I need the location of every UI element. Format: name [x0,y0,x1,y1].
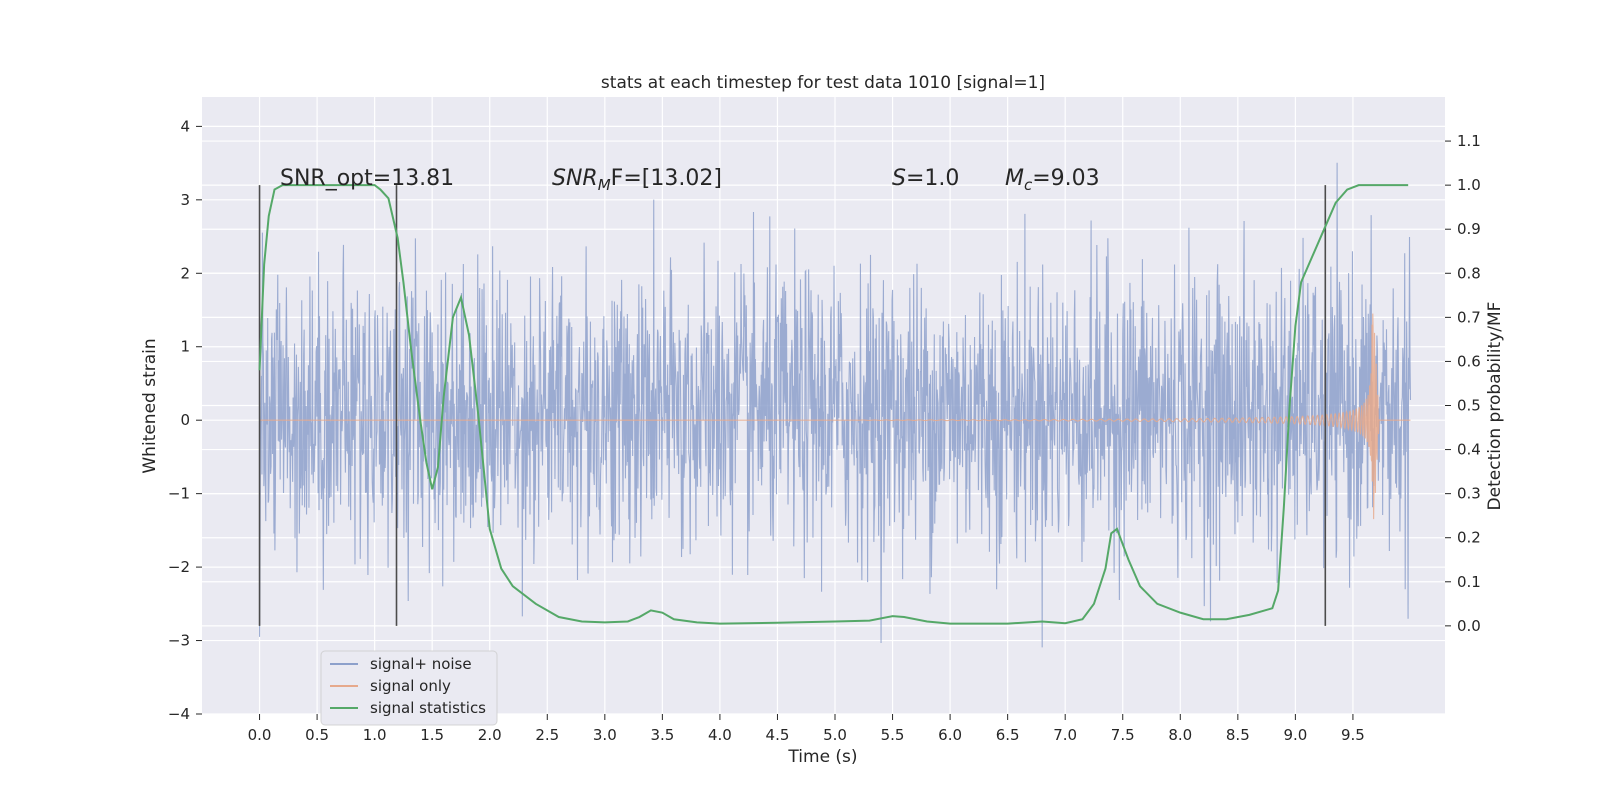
y-tick-label-left: −2 [168,558,190,576]
signal-only-series [259,313,1411,520]
signal-line [259,313,1411,520]
y-tick-label-right: 0.9 [1457,220,1481,238]
x-tick-label: 8.5 [1226,726,1250,744]
x-tick-label: 5.0 [823,726,847,744]
legend-box [320,650,498,726]
x-tick-label: 1.5 [420,726,444,744]
annotation-mc-sub: c [1024,176,1033,194]
legend-label-signal: signal only [370,677,451,695]
x-tick-label: 4.5 [766,726,790,744]
x-tick-label: 0.0 [248,726,272,744]
vertical-markers [258,185,1327,626]
y-tick-label-right: 0.1 [1457,573,1481,591]
signal-statistics-series [258,184,1409,625]
noise-line [259,162,1412,648]
legend: signal+ noise signal only signal statist… [320,650,498,726]
annotation-mc: Mc=9.03 [1005,166,1100,194]
y-tick-label-right: 0.6 [1457,352,1481,370]
x-tick-label: 6.0 [938,726,962,744]
annotation-s: S=1.0 [892,166,959,191]
annotation-snr-mf-sub: M [598,176,611,194]
x-tick-label: 1.0 [363,726,387,744]
y-axis-title-right: Detection probability/MF [1485,302,1505,511]
legend-label-noise: signal+ noise [370,655,472,673]
y-tick-label-right: 0.8 [1457,264,1481,282]
y-tick-label-left: 3 [180,191,190,209]
x-axis-title: Time (s) [787,747,857,767]
x-tick-label: 9.5 [1341,726,1365,744]
x-tick-label: 4.0 [708,726,732,744]
y-tick-label-right: 0.5 [1457,397,1481,415]
annotation-snr-mf: SNRMF=[13.02] [552,166,722,194]
x-tick-label: 5.5 [881,726,905,744]
legend-label-stats: signal statistics [370,699,486,717]
x-tick-label: 0.5 [305,726,329,744]
y-tick-label-right: 1.1 [1457,132,1481,150]
x-tick-label: 2.5 [535,726,559,744]
y-tick-label-left: 2 [180,264,190,282]
x-tick-label: 7.0 [1053,726,1077,744]
y-tick-label-right: 0.2 [1457,529,1481,547]
y-tick-label-left: 0 [180,411,190,429]
y-tick-label-left: 1 [180,338,190,356]
x-tick-label: 2.0 [478,726,502,744]
annotation-snr-mf-rest: F=[13.02] [611,166,722,191]
y-tick-label-right: 0.0 [1457,617,1481,635]
x-tick-label: 3.0 [593,726,617,744]
noise-series [259,162,1412,648]
x-tick-label: 6.5 [996,726,1020,744]
annotation-s-rest: =1.0 [906,166,959,191]
annotation-snr-opt: SNR_opt=13.81 [280,166,454,191]
annotation-snr-mf-main: SNR [552,166,598,191]
x-tick-label: 7.5 [1111,726,1135,744]
y-tick-label-left: −1 [168,485,190,503]
x-tick-label: 8.0 [1168,726,1192,744]
y-ticks-right: 1.1 1.0 0.9 0.8 0.7 0.6 0.5 0.4 0.3 0.2 0.1 0.0 [1445,132,1481,635]
statistics-line [258,184,1409,625]
y-tick-label-left: 4 [180,117,190,135]
y-tick-label-left: −3 [168,632,190,650]
y-tick-label-left: −4 [168,705,190,723]
y-ticks-left: 4 3 2 1 0 −1 −2 −3 −4 [168,117,202,723]
y-tick-label-right: 0.7 [1457,308,1481,326]
x-tick-label: 9.0 [1283,726,1307,744]
x-ticks: 0.0 0.5 1.0 1.5 2.0 2.5 3.0 3.5 4.0 4.5 5.0 5.5 6.0 6… [248,714,1365,744]
y-tick-label-right: 0.4 [1457,441,1481,459]
chart-title: stats at each timestep for test data 101… [601,73,1045,93]
annotation-mc-rest: =9.03 [1032,166,1099,191]
y-tick-label-right: 1.0 [1457,176,1481,194]
annotation-mc-main: M [1005,166,1024,191]
y-axis-title-left: Whitened strain [140,338,160,473]
x-tick-label: 3.5 [650,726,674,744]
y-tick-label-right: 0.3 [1457,485,1481,503]
annotation-s-main: S [892,166,906,191]
